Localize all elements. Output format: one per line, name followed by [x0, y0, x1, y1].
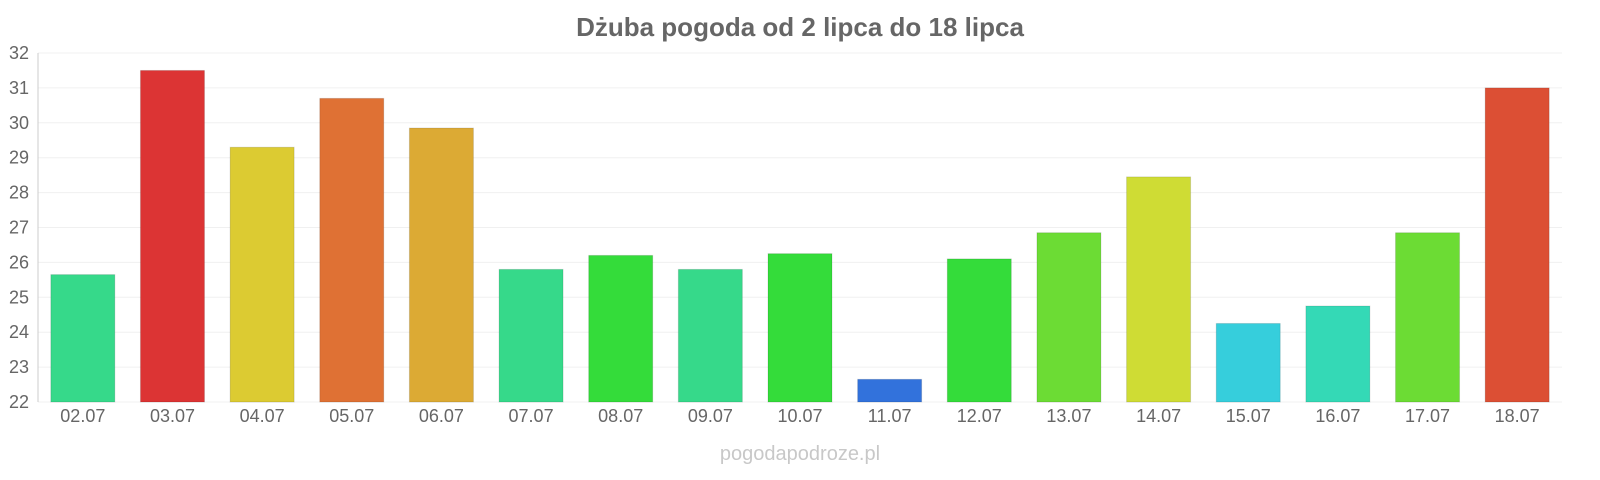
x-tick-label: 08.07	[598, 406, 643, 426]
bar	[319, 97, 385, 403]
bar	[857, 378, 923, 403]
x-tick-label: 18.07	[1495, 406, 1540, 426]
y-axis-ticks: 22 23 24 25 26 27 28 29 30 31 32	[9, 43, 29, 412]
x-tick-label: 14.07	[1136, 406, 1181, 426]
x-tick-label: 10.07	[777, 406, 822, 426]
bar	[1215, 322, 1281, 403]
y-tick-label: 23	[9, 357, 29, 377]
x-tick-label: 04.07	[240, 406, 285, 426]
y-tick-label: 31	[9, 78, 29, 98]
y-tick-label: 22	[9, 392, 29, 412]
bar	[946, 258, 1012, 403]
bar	[677, 268, 743, 403]
x-tick-label: 05.07	[329, 406, 374, 426]
bar	[50, 274, 116, 403]
x-tick-label: 16.07	[1315, 406, 1360, 426]
bar	[229, 146, 295, 403]
y-tick-label: 30	[9, 113, 29, 133]
y-tick-label: 29	[9, 148, 29, 168]
bar	[588, 254, 654, 403]
x-tick-label: 15.07	[1226, 406, 1271, 426]
x-tick-label: 03.07	[150, 406, 195, 426]
y-tick-label: 26	[9, 252, 29, 272]
x-tick-label: 07.07	[509, 406, 554, 426]
bar	[1305, 305, 1371, 403]
chart-title: Dżuba pogoda od 2 lipca do 18 lipca	[576, 12, 1024, 42]
x-tick-label: 02.07	[60, 406, 105, 426]
bar	[1484, 87, 1550, 403]
watermark-text: pogodapodroze.pl	[720, 443, 880, 465]
y-tick-label: 24	[9, 322, 29, 342]
bar	[139, 69, 205, 403]
y-tick-label: 32	[9, 43, 29, 63]
x-axis-ticks: 02.07 03.07 04.07 05.07 06.07 07.07 08.07 09.07…	[60, 406, 1539, 426]
bar	[408, 127, 474, 403]
bar	[767, 253, 833, 403]
y-tick-label: 27	[9, 218, 29, 238]
x-tick-label: 11.07	[868, 406, 912, 426]
y-tick-label: 28	[9, 183, 29, 203]
x-tick-label: 17.07	[1405, 406, 1450, 426]
y-tick-label: 25	[9, 287, 29, 307]
x-tick-label: 09.07	[688, 406, 733, 426]
bar	[1395, 232, 1461, 403]
bars	[50, 69, 1550, 403]
bar	[498, 268, 564, 403]
bar	[1036, 232, 1102, 403]
x-tick-label: 06.07	[419, 406, 464, 426]
x-tick-label: 12.07	[957, 406, 1002, 426]
x-tick-label: 13.07	[1046, 406, 1091, 426]
bar	[1126, 176, 1192, 403]
